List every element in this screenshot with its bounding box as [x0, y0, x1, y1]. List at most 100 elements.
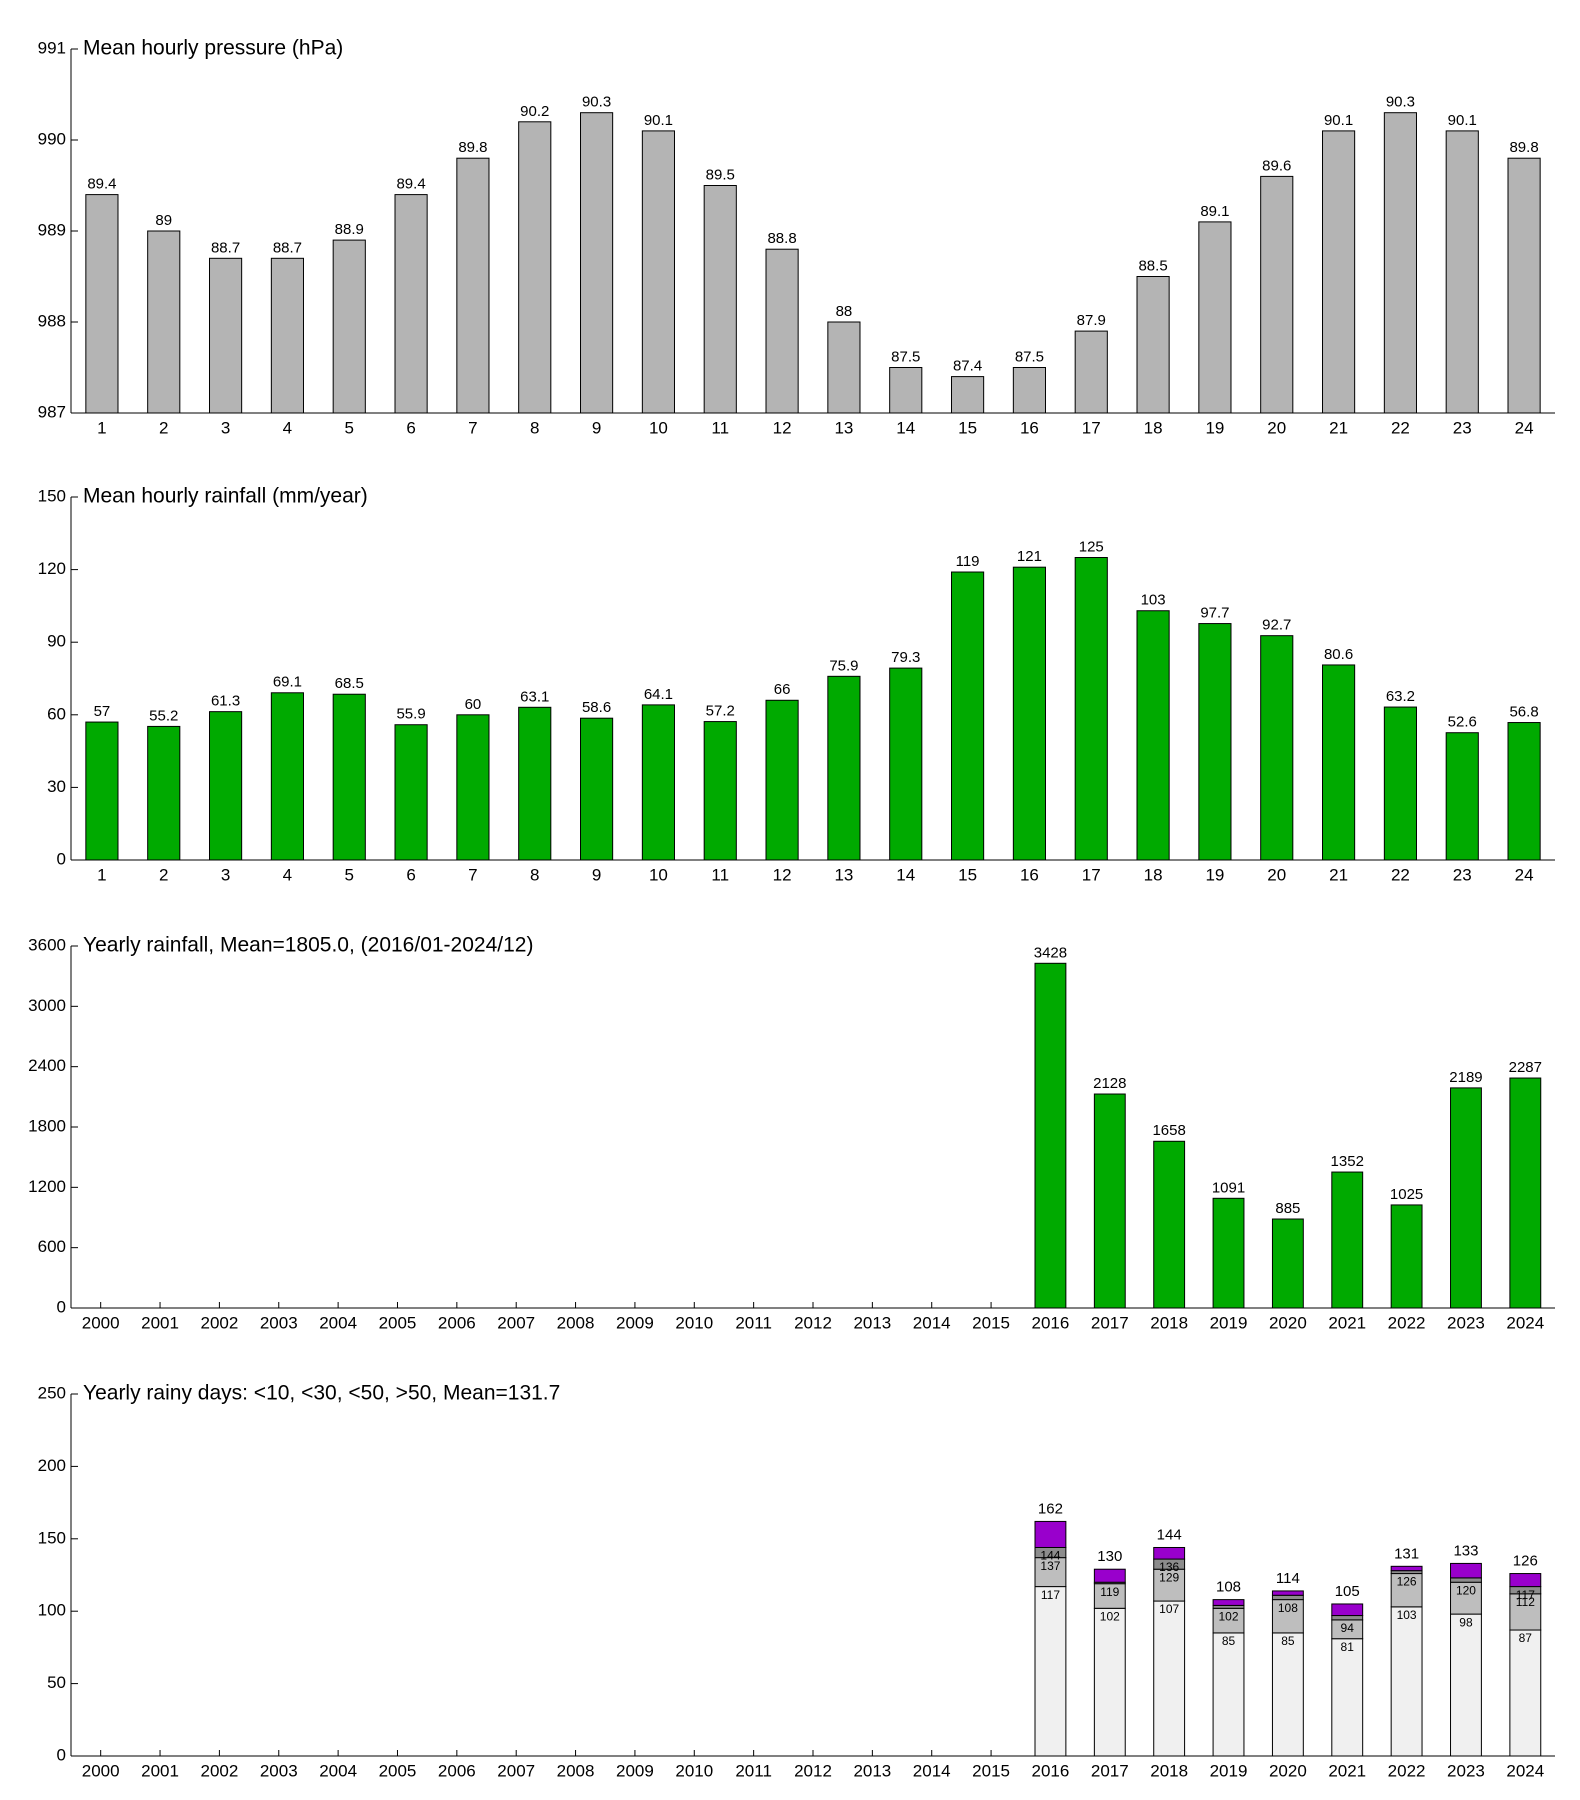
x-tick-label: 2008 — [557, 1313, 595, 1332]
x-tick-label: 5 — [345, 418, 354, 437]
y-tick-label: 1200 — [28, 1177, 66, 1196]
bar-segment — [1390, 1565, 1423, 1572]
total-label: 144 — [1157, 1526, 1182, 1543]
x-tick-label: 2010 — [675, 1313, 713, 1332]
x-tick-label: 2022 — [1388, 1313, 1426, 1332]
x-tick-label: 2014 — [913, 1761, 951, 1780]
value-label: 80.6 — [1324, 646, 1353, 663]
bar — [1260, 175, 1294, 414]
segment-label: 137 — [1040, 1559, 1060, 1573]
value-label: 87.5 — [1015, 348, 1044, 365]
y-tick-label: 150 — [38, 486, 66, 505]
x-tick-label: 7 — [468, 865, 477, 884]
value-label: 79.3 — [891, 649, 920, 666]
y-tick-label: 50 — [47, 1673, 66, 1692]
x-tick-label: 2017 — [1091, 1313, 1129, 1332]
x-tick-label: 2012 — [794, 1761, 832, 1780]
value-label: 90.2 — [520, 103, 549, 120]
x-tick-label: 2 — [159, 865, 168, 884]
bar — [951, 571, 985, 861]
bar — [1074, 330, 1108, 414]
chart-title: Mean hourly pressure (hPa) — [83, 37, 343, 60]
bar-segment — [1093, 1607, 1126, 1757]
x-tick-label: 14 — [896, 865, 915, 884]
x-tick-label: 2017 — [1091, 1761, 1129, 1780]
bar-segment — [1450, 1577, 1482, 1583]
y-tick-label: 988 — [38, 311, 66, 330]
y-tick-label: 120 — [38, 559, 66, 578]
bar-segment — [1034, 1586, 1067, 1757]
y-tick-label: 150 — [38, 1528, 66, 1547]
value-label: 103 — [1141, 592, 1166, 609]
x-tick-label: 18 — [1144, 865, 1163, 884]
x-tick-label: 1 — [97, 418, 106, 437]
x-tick-label: 24 — [1515, 418, 1534, 437]
x-tick-label: 10 — [649, 418, 668, 437]
bar — [1153, 1140, 1186, 1309]
value-label: 57.2 — [706, 703, 735, 720]
bar-segment — [1509, 1629, 1542, 1757]
bar-segment — [1153, 1546, 1186, 1560]
x-tick-label: 2021 — [1328, 1313, 1366, 1332]
bar-segment — [1093, 1583, 1126, 1609]
bar — [332, 693, 366, 861]
value-label: 90.1 — [1324, 112, 1353, 129]
x-tick-label: 12 — [773, 418, 792, 437]
x-tick-label: 2009 — [616, 1761, 654, 1780]
x-tick-label: 24 — [1515, 865, 1534, 884]
x-tick-label: 2009 — [616, 1313, 654, 1332]
value-label: 125 — [1079, 538, 1104, 555]
segment-label: 108 — [1278, 1601, 1298, 1615]
x-tick-label: 2016 — [1032, 1761, 1070, 1780]
x-tick-label: 2004 — [319, 1761, 357, 1780]
segment-label: 103 — [1397, 1608, 1417, 1622]
x-tick-label: 2006 — [438, 1761, 476, 1780]
total-label: 162 — [1038, 1500, 1063, 1517]
value-label: 88.9 — [335, 221, 364, 238]
bar — [85, 194, 119, 414]
total-label: 114 — [1276, 1570, 1300, 1587]
x-tick-label: 2006 — [438, 1313, 476, 1332]
segment-label: 119 — [1100, 1585, 1119, 1599]
total-label: 108 — [1216, 1579, 1241, 1596]
x-tick-label: 17 — [1082, 865, 1101, 884]
value-label: 57 — [94, 703, 111, 720]
total-label: 130 — [1097, 1548, 1122, 1565]
bar-segment — [1509, 1593, 1542, 1631]
bar — [518, 706, 552, 861]
x-tick-label: 4 — [283, 418, 292, 437]
total-label: 105 — [1335, 1583, 1360, 1600]
bar-segment — [1093, 1568, 1126, 1583]
x-tick-label: 2013 — [853, 1313, 891, 1332]
y-tick-label: 990 — [38, 129, 66, 148]
x-tick-label: 2003 — [260, 1313, 298, 1332]
value-label: 2128 — [1093, 1075, 1126, 1092]
x-tick-label: 2008 — [557, 1761, 595, 1780]
segment-label: 102 — [1100, 1609, 1120, 1623]
x-tick-label: 18 — [1144, 418, 1163, 437]
value-label: 89.8 — [1509, 139, 1538, 156]
segment-label: 98 — [1459, 1615, 1473, 1629]
value-label: 55.9 — [396, 706, 425, 723]
x-tick-label: 2007 — [497, 1313, 535, 1332]
value-label: 61.3 — [211, 693, 240, 710]
bar — [85, 721, 119, 861]
value-label: 90.1 — [1448, 112, 1477, 129]
bar — [1136, 276, 1170, 414]
bar — [1322, 664, 1356, 861]
value-label: 87.9 — [1077, 312, 1106, 329]
bar — [951, 376, 985, 414]
value-label: 89 — [155, 212, 172, 229]
x-tick-label: 2002 — [200, 1313, 238, 1332]
bar — [889, 667, 923, 861]
bar-segment — [1212, 1599, 1245, 1606]
segment-label: 126 — [1397, 1575, 1417, 1589]
x-tick-label: 2014 — [913, 1313, 951, 1332]
bar-segment — [1331, 1615, 1364, 1621]
x-tick-label: 2 — [159, 418, 168, 437]
bar — [1212, 1197, 1245, 1309]
value-label: 1352 — [1331, 1153, 1364, 1170]
bar — [394, 194, 428, 414]
bar-segment — [1212, 1632, 1245, 1757]
bar — [1093, 1093, 1126, 1309]
